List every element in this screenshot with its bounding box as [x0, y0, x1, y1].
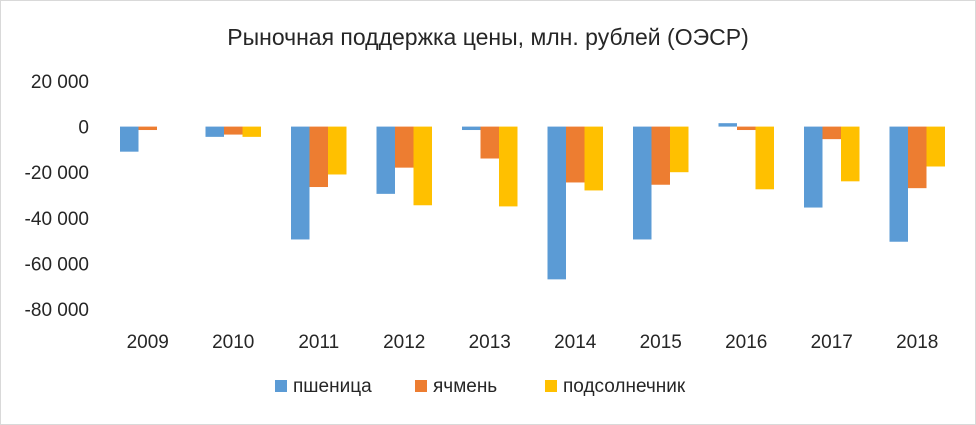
bar-подсолнечник-2011: [328, 126, 347, 175]
bar-пшеница-2018: [889, 126, 908, 242]
x-tick-label: 2018: [896, 332, 938, 353]
bar-ячмень-2016: [737, 126, 756, 131]
bar-ячмень-2017: [822, 126, 841, 140]
bar-подсолнечник-2013: [499, 126, 518, 207]
legend-label: пшеница: [293, 376, 372, 397]
y-tick-label: -20 000: [25, 163, 89, 184]
bar-пшеница-2014: [547, 126, 566, 280]
bar-пшеница-2016: [718, 123, 737, 127]
bar-ячмень-2009: [138, 126, 157, 131]
x-tick-label: 2011: [298, 332, 339, 353]
x-tick-label: 2014: [554, 332, 597, 353]
bar-подсолнечник-2017: [841, 126, 860, 182]
legend-label: ячмень: [433, 376, 497, 397]
x-tick-label: 2009: [127, 332, 169, 353]
bar-ячмень-2015: [651, 126, 670, 185]
x-tick-label: 2013: [469, 332, 511, 353]
bar-ячмень-2013: [480, 126, 499, 159]
bar-подсолнечник-2010: [242, 126, 261, 137]
bar-подсолнечник-2015: [670, 126, 689, 173]
bar-подсолнечник-2016: [755, 126, 774, 190]
x-tick-label: 2010: [212, 332, 254, 353]
y-tick-label: 0: [78, 118, 89, 139]
y-tick-label: -80 000: [25, 300, 89, 321]
y-axis: 20 000 0 -20 000 -40 000 -60 000 -80 000: [25, 72, 89, 321]
bar-ячмень-2018: [908, 126, 927, 189]
bar-ячмень-2011: [309, 126, 328, 188]
bar-ячмень-2014: [566, 126, 585, 183]
bar-ячмень-2012: [395, 126, 414, 168]
bar-пшеница-2015: [633, 126, 652, 240]
y-tick-label: -40 000: [25, 209, 89, 230]
bar-пшеница-2009: [120, 126, 139, 152]
legend-swatch-ячмень: [415, 380, 427, 392]
bars: [120, 123, 945, 280]
bar-ячмень-2010: [224, 126, 243, 135]
bar-пшеница-2011: [291, 126, 310, 240]
bar-пшеница-2013: [462, 126, 481, 131]
legend-swatch-подсолнечник: [545, 380, 557, 392]
x-tick-label: 2015: [640, 332, 682, 353]
x-tick-label: 2016: [725, 332, 767, 353]
y-tick-label: -60 000: [25, 254, 89, 275]
bar-подсолнечник-2012: [413, 126, 432, 206]
bar-пшеница-2010: [205, 126, 224, 137]
x-tick-label: 2012: [383, 332, 425, 353]
chart-title: Рыночная поддержка цены, млн. рублей (ОЭ…: [227, 24, 749, 50]
x-axis: 2009 2010 2011 2012 2013 2014 2015 2016 2017 2018: [127, 332, 939, 353]
y-tick-label: 20 000: [31, 72, 89, 93]
legend: пшеница ячмень подсолнечник: [275, 376, 686, 397]
bar-пшеница-2017: [804, 126, 823, 208]
x-tick-label: 2017: [811, 332, 853, 353]
bar-подсолнечник-2018: [926, 126, 945, 167]
legend-label: подсолнечник: [563, 376, 686, 397]
legend-swatch-пшеница: [275, 380, 287, 392]
bar-пшеница-2012: [376, 126, 395, 194]
bar-подсолнечник-2014: [584, 126, 603, 191]
